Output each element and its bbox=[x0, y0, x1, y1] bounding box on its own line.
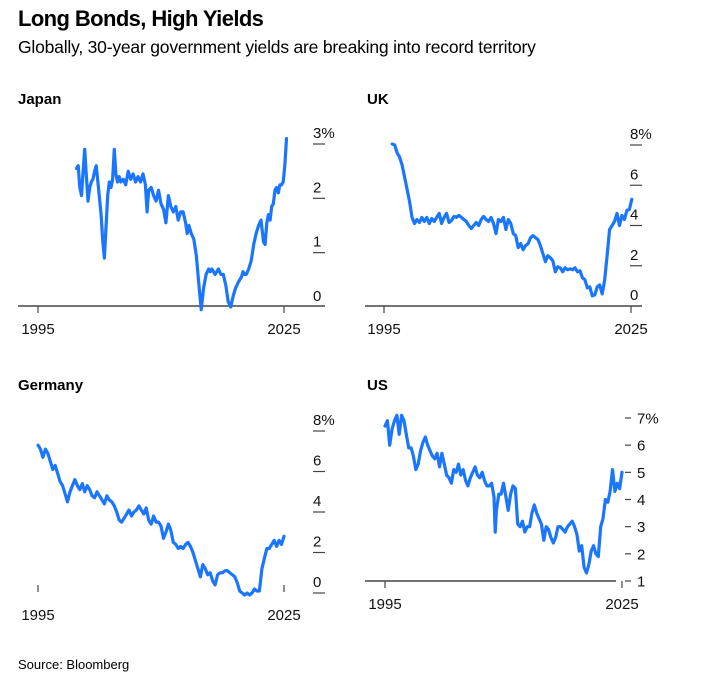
y-tick-label: 4 bbox=[630, 207, 638, 224]
x-tick-label: 2025 bbox=[614, 321, 647, 338]
x-tick-label: 2025 bbox=[605, 596, 638, 613]
y-tick-label: 4 bbox=[313, 493, 321, 510]
panel-germany: Germany 0 2 4 6 8% 1995 2025 bbox=[18, 377, 335, 624]
y-tick-label: 8% bbox=[630, 126, 652, 143]
y-tick-label: 2 bbox=[313, 179, 321, 196]
panel-title: US bbox=[367, 377, 388, 394]
y-tick-label: 6 bbox=[637, 438, 645, 455]
series-line bbox=[390, 142, 634, 298]
series-line bbox=[74, 137, 289, 312]
panel-title: UK bbox=[367, 91, 389, 108]
y-tick-label: 7% bbox=[637, 411, 659, 428]
chart-subtitle: Globally, 30-year government yields are … bbox=[18, 37, 536, 57]
chart-title: Long Bonds, High Yields bbox=[18, 6, 264, 31]
x-tick-label: 1995 bbox=[21, 321, 54, 338]
y-tick-label: 6 bbox=[313, 453, 321, 470]
y-tick-label: 1 bbox=[313, 234, 321, 251]
y-tick-label: 0 bbox=[630, 287, 638, 304]
y-tick-label: 3% bbox=[313, 125, 335, 142]
y-tick-label: 3 bbox=[637, 519, 645, 536]
y-tick-label: 2 bbox=[313, 534, 321, 551]
x-tick-label: 1995 bbox=[367, 321, 400, 338]
panel-title: Germany bbox=[18, 377, 84, 394]
y-tick-label: 2 bbox=[630, 247, 638, 264]
x-tick-label: 1995 bbox=[368, 596, 401, 613]
panel-japan: Japan 0 1 2 3% 1995 2025 bbox=[18, 91, 335, 338]
source-note: Source: Bloomberg bbox=[18, 657, 130, 672]
series-line bbox=[383, 413, 624, 575]
y-tick-label: 0 bbox=[313, 574, 321, 591]
panel-uk: UK 0 2 4 6 8% 1995 2025 bbox=[365, 91, 652, 338]
panel-title: Japan bbox=[18, 91, 61, 108]
y-tick-label: 6 bbox=[630, 166, 638, 183]
series-line bbox=[36, 443, 286, 597]
y-tick-label: 4 bbox=[637, 492, 645, 509]
y-tick-label: 0 bbox=[313, 288, 321, 305]
y-tick-label: 8% bbox=[313, 412, 335, 429]
x-tick-label: 1995 bbox=[21, 607, 54, 624]
y-tick-label: 1 bbox=[637, 574, 645, 591]
x-tick-label: 2025 bbox=[267, 321, 300, 338]
panel-us: US 1 2 3 4 5 6 7% 1995 2025 bbox=[365, 377, 659, 613]
x-tick-label: 2025 bbox=[267, 607, 300, 624]
y-tick-label: 2 bbox=[637, 546, 645, 563]
y-tick-label: 5 bbox=[637, 465, 645, 482]
